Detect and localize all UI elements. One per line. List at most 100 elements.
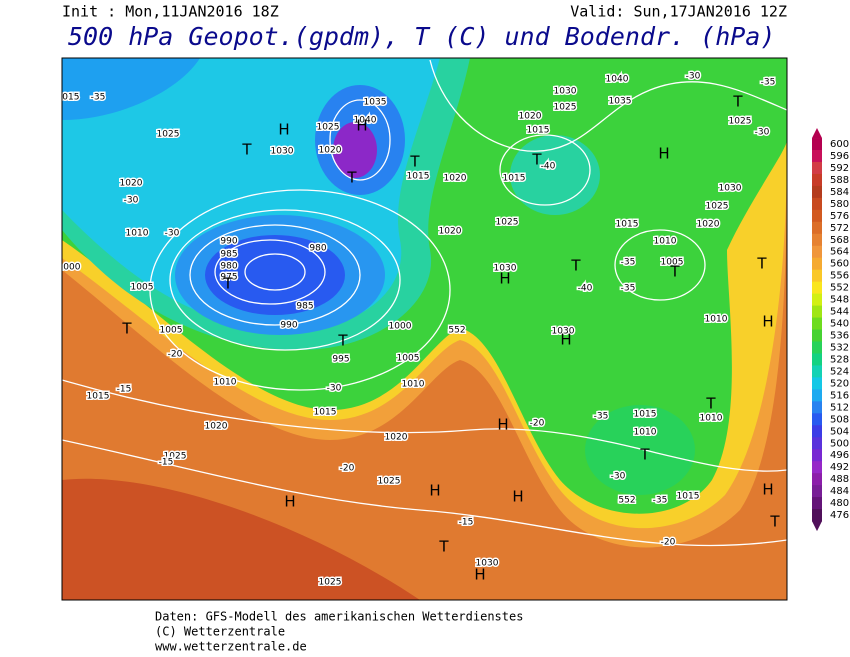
contour-label: 1015 <box>616 220 639 230</box>
colorbar-cell <box>812 437 822 450</box>
contour-label: -15 <box>159 458 174 468</box>
map-title: 500 hPa Geopot.(gpdm), T (C) und Bodendr… <box>68 22 775 51</box>
contour-label: -35 <box>91 93 106 103</box>
colorbar-cell <box>812 401 822 414</box>
colorbar-label: 600 <box>830 139 849 150</box>
colorbar-label: 544 <box>830 307 849 318</box>
colorbar-label: 488 <box>830 474 849 485</box>
contour-label: 1030 <box>271 147 294 157</box>
contour-label: 1005 <box>661 258 684 268</box>
contour-label: 1025 <box>729 117 752 127</box>
colorbar-label: 528 <box>830 354 849 365</box>
contour-label: 1025 <box>319 578 342 588</box>
contour-label: -30 <box>327 384 342 394</box>
colorbar-label: 564 <box>830 247 849 258</box>
colorbar-end <box>812 521 822 532</box>
contour-label: 1020 <box>519 112 542 122</box>
colorbar-cell <box>812 449 822 462</box>
colorbar-label: 512 <box>830 402 849 413</box>
colorbar-cell <box>812 473 822 486</box>
colorbar-label: 492 <box>830 462 849 473</box>
colorbar-label: 500 <box>830 438 849 449</box>
pressure-center: T <box>669 263 680 281</box>
pressure-center: H <box>560 331 571 349</box>
colorbar-cell <box>812 461 822 474</box>
contour-label: 1005 <box>397 354 420 364</box>
colorbar-label: 484 <box>830 486 849 497</box>
contour-label: 1040 <box>606 75 629 85</box>
colorbar-cell <box>812 149 822 163</box>
colorbar-cell <box>812 221 822 235</box>
contour-label: 1020 <box>697 220 720 230</box>
colorbar-cell <box>812 305 822 319</box>
contour-label: 1020 <box>319 146 342 156</box>
contour-label: 1010 <box>214 378 237 388</box>
colorbar-label: 588 <box>830 175 849 186</box>
colorbar-label: 556 <box>830 271 849 282</box>
colorbar-cell <box>812 138 822 151</box>
pressure-center: T <box>346 169 357 187</box>
colorbar-label: 496 <box>830 450 849 461</box>
contour-label: 980 <box>220 262 237 272</box>
colorbar-cell <box>812 173 822 187</box>
colorbar-label: 584 <box>830 187 849 198</box>
contour-label: 1030 <box>494 264 517 274</box>
init-time: Init : Mon,11JAN2016 18Z <box>62 3 279 21</box>
colorbar-label: 536 <box>830 331 849 342</box>
map-frame <box>61 57 788 601</box>
contour-label: 1025 <box>378 477 401 487</box>
pressure-center: H <box>762 313 773 331</box>
contour-label: -35 <box>594 412 609 422</box>
contour-label: -30 <box>165 229 180 239</box>
contour-label: 1015 <box>407 172 430 182</box>
footer-line: Daten: GFS-Modell des amerikanischen Wet… <box>155 610 523 624</box>
contour-label: -15 <box>117 385 132 395</box>
contour-label: 1030 <box>476 559 499 569</box>
colorbar-label: 572 <box>830 223 849 234</box>
colorbar-label: 580 <box>830 199 849 210</box>
colorbar-label: 520 <box>830 378 849 389</box>
contour-label: 1025 <box>554 103 577 113</box>
contour-label: 1015 <box>677 492 700 502</box>
contour-label: 1030 <box>552 327 575 337</box>
colorbar-label: 476 <box>830 510 849 521</box>
contour-label: -15 <box>459 518 474 528</box>
contour-label: 1000 <box>58 263 81 273</box>
contour-label: 1000 <box>389 322 412 332</box>
contour-label: 1020 <box>205 422 228 432</box>
pressure-center: H <box>429 482 440 500</box>
pressure-center: T <box>705 395 716 413</box>
contour-label: 1025 <box>164 452 187 462</box>
colorbar-cell <box>812 365 822 378</box>
contour-label: 1010 <box>705 315 728 325</box>
pressure-center: H <box>278 121 289 139</box>
pressure-center: T <box>409 153 420 171</box>
contour-label: 990 <box>220 237 237 247</box>
contour-label: -30 <box>124 196 139 206</box>
contour-label: 1015 <box>314 408 337 418</box>
colorbar-cell <box>812 389 822 402</box>
colorbar-label: 592 <box>830 163 849 174</box>
colorbar-cell <box>812 281 822 295</box>
colorbar-label: 576 <box>830 211 849 222</box>
colorbar-label: 532 <box>830 342 849 353</box>
contour-label: 1035 <box>364 98 387 108</box>
contour-label: 1020 <box>385 433 408 443</box>
contour-label: 1025 <box>496 218 519 228</box>
colorbar-cell <box>812 341 822 354</box>
valid-time: Valid: Sun,17JAN2016 12Z <box>570 3 787 21</box>
colorbar-cell <box>812 269 822 283</box>
pressure-center: H <box>356 117 367 135</box>
contour-label: -20 <box>661 538 676 548</box>
colorbar-label: 540 <box>830 319 849 330</box>
pressure-center: T <box>337 332 348 350</box>
colorbar: 6005965925885845805765725685645605565525… <box>812 128 849 532</box>
contour-label: -20 <box>340 464 355 474</box>
contour-label: -35 <box>621 284 636 294</box>
contour-label: -30 <box>686 72 701 82</box>
contour-label: 995 <box>332 355 349 365</box>
contour-label: 985 <box>296 302 313 312</box>
footer-line: www.wetterzentrale.de <box>155 640 307 654</box>
colorbar-cell <box>812 293 822 307</box>
contour-label: -20 <box>168 350 183 360</box>
